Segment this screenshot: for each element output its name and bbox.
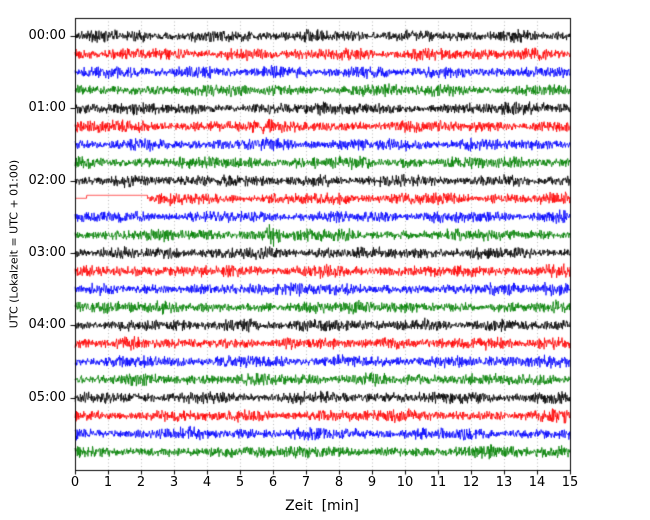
x-tick-label: 6: [268, 475, 278, 490]
x-tick-label: 11: [429, 475, 447, 490]
x-tick-label: 5: [235, 475, 245, 490]
x-tick-label: 15: [561, 475, 579, 490]
x-tick-label: 2: [136, 475, 146, 490]
x-tick-label: 9: [367, 475, 377, 490]
x-tick-label: 1: [103, 475, 113, 490]
x-tick-label: 12: [462, 475, 480, 490]
x-tick-label: 14: [528, 475, 546, 490]
x-tick-label: 3: [169, 475, 179, 490]
y-tick-label: 05:00: [28, 389, 66, 405]
x-tick-label: 13: [495, 475, 513, 490]
y-tick-label: 02:00: [28, 172, 66, 188]
x-tick-label: 7: [301, 475, 311, 490]
x-tick-label: 8: [334, 475, 344, 490]
y-tick-label: 04:00: [28, 317, 66, 333]
x-axis-label: Zeit [min]: [285, 498, 359, 514]
x-tick-label: 4: [202, 475, 212, 490]
x-tick-label: 0: [70, 475, 80, 490]
y-tick-label: 01:00: [28, 100, 66, 116]
y-axis-label: UTC (Lokalzeit = UTC + 01:00): [7, 159, 21, 329]
y-tick-label: 03:00: [28, 245, 66, 261]
y-tick-label: 00:00: [28, 28, 66, 44]
x-tick-label: 10: [396, 475, 414, 490]
